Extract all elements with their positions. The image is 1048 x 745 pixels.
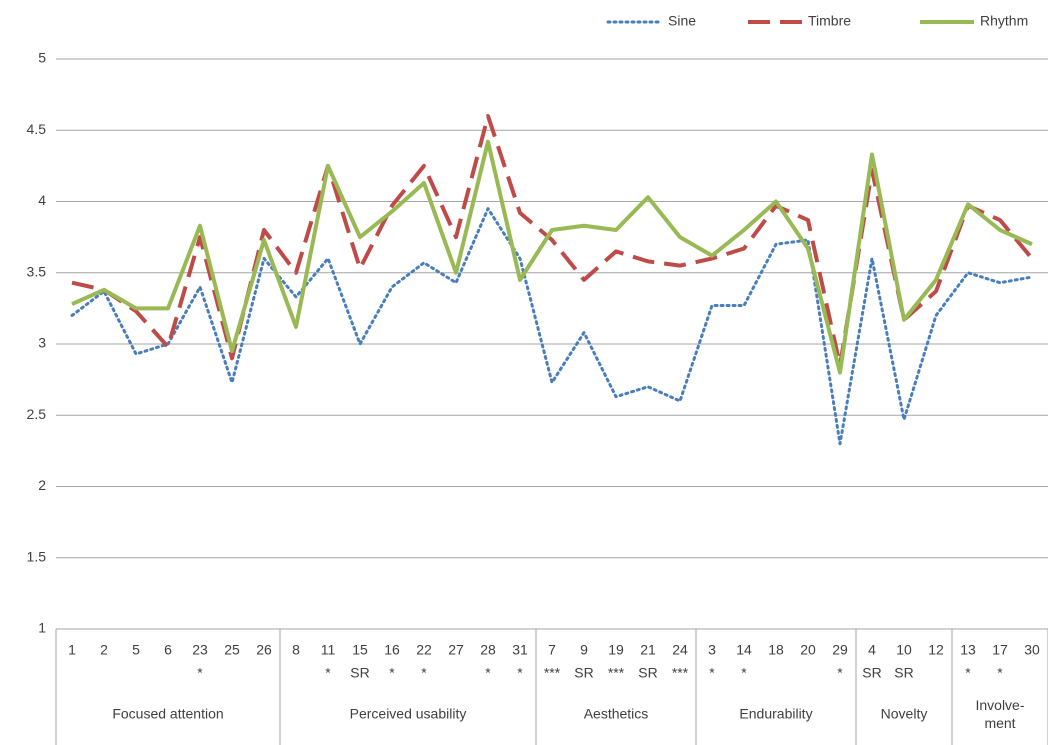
- x-tick-label: 27: [448, 642, 464, 658]
- x-tick-label: 21: [640, 642, 656, 658]
- x-tick-label: 30: [1024, 642, 1040, 658]
- x-tick-label: 28: [480, 642, 496, 658]
- y-tick-label: 4.5: [27, 121, 47, 137]
- x-tick-label: 26: [256, 642, 272, 658]
- series-line: [71, 139, 1033, 375]
- x-tick-label: 4: [868, 642, 876, 658]
- x-tick-note: SR: [638, 665, 657, 681]
- x-tick-label: 18: [768, 642, 784, 658]
- x-tick-label: 11: [321, 642, 336, 658]
- x-tick-note: *: [485, 665, 491, 681]
- x-tick-label: 6: [164, 642, 172, 658]
- x-tick-note: SR: [862, 665, 881, 681]
- group-label: Endurability: [739, 706, 812, 722]
- x-tick-note: *: [389, 665, 395, 681]
- x-tick-label: 22: [416, 642, 432, 658]
- x-tick-note: *: [837, 665, 843, 681]
- x-tick-label: 31: [512, 642, 528, 658]
- legend-label: Sine: [668, 13, 696, 29]
- x-tick-note: *: [421, 665, 427, 681]
- x-tick-label: 17: [992, 642, 1008, 658]
- x-tick-label: 13: [960, 642, 976, 658]
- x-tick-label: 8: [292, 642, 300, 658]
- x-tick-label: 7: [548, 642, 556, 658]
- x-tick-label: 2: [100, 642, 108, 658]
- group-label: Involve-ment: [975, 697, 1024, 731]
- x-tick-label: 25: [224, 642, 240, 658]
- x-tick-note: ***: [544, 665, 561, 681]
- x-tick-note: SR: [350, 665, 369, 681]
- x-tick-note: *: [965, 665, 971, 681]
- legend-label: Rhythm: [980, 13, 1028, 29]
- x-tick-note: *: [197, 665, 203, 681]
- x-tick-label: 29: [832, 642, 848, 658]
- x-tick-label: 24: [672, 642, 688, 658]
- x-tick-label: 15: [352, 642, 368, 658]
- series-line: [71, 114, 1034, 368]
- x-tick-note: ***: [672, 665, 689, 681]
- x-tick-label: 3: [708, 642, 716, 658]
- y-tick-label: 3.5: [27, 263, 47, 279]
- x-tick-note: ***: [608, 665, 625, 681]
- x-tick-note: *: [997, 665, 1003, 681]
- x-tick-label: 5: [132, 642, 140, 658]
- y-tick-label: 1: [38, 620, 46, 636]
- x-tick-label: 1: [68, 642, 76, 658]
- y-tick-label: 4: [38, 192, 46, 208]
- x-tick-label: 10: [896, 642, 912, 658]
- x-tick-label: 19: [608, 642, 624, 658]
- x-tick-label: 14: [736, 642, 752, 658]
- series-line: [70, 207, 1034, 446]
- x-tick-note: *: [741, 665, 747, 681]
- x-tick-label: 20: [800, 642, 816, 658]
- group-label: Novelty: [881, 706, 928, 722]
- x-tick-note: *: [517, 665, 523, 681]
- group-label: Focused attention: [112, 706, 223, 722]
- y-tick-label: 3: [38, 335, 46, 351]
- y-tick-label: 2.5: [27, 406, 47, 422]
- x-tick-note: SR: [894, 665, 913, 681]
- legend-label: Timbre: [808, 13, 851, 29]
- x-tick-label: 23: [192, 642, 208, 658]
- group-label: Perceived usability: [350, 706, 467, 722]
- y-tick-label: 5: [38, 50, 46, 66]
- x-tick-note: *: [709, 665, 715, 681]
- x-tick-note: SR: [574, 665, 593, 681]
- x-tick-note: *: [325, 665, 331, 681]
- x-tick-label: 12: [928, 642, 944, 658]
- y-tick-label: 2: [38, 477, 46, 493]
- group-label: Aesthetics: [584, 706, 649, 722]
- x-tick-label: 16: [384, 642, 400, 658]
- y-tick-label: 1.5: [27, 548, 47, 564]
- x-tick-label: 9: [580, 642, 588, 658]
